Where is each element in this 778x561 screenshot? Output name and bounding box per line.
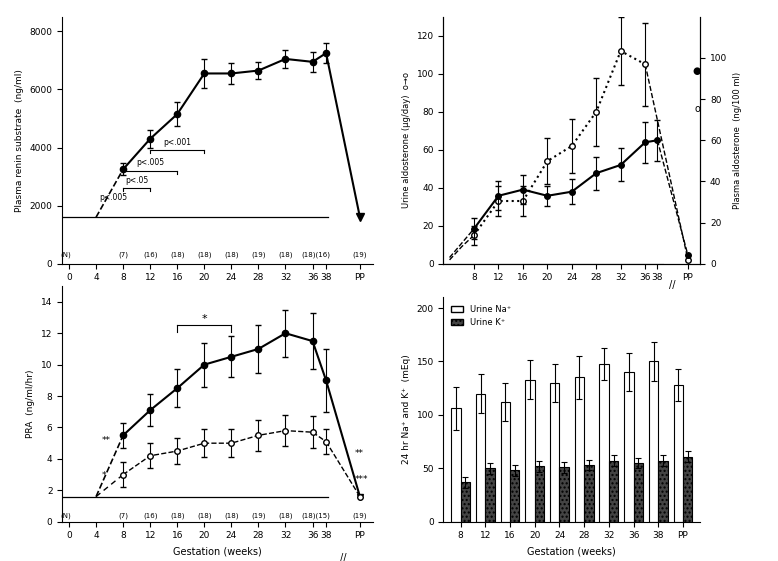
Bar [451, 408, 461, 522]
Text: (18): (18) [279, 512, 293, 518]
Text: *: * [102, 471, 107, 480]
Bar [501, 402, 510, 522]
Text: (18): (18) [197, 252, 212, 259]
Bar [600, 364, 609, 522]
Text: **: ** [102, 436, 110, 445]
Text: ***: *** [355, 476, 368, 485]
Y-axis label: Plasma renin substrate  (ng/ml): Plasma renin substrate (ng/ml) [15, 69, 24, 211]
Text: (16): (16) [143, 512, 157, 518]
Bar [674, 385, 683, 522]
Bar [584, 465, 594, 522]
Bar [510, 471, 520, 522]
Text: (18): (18) [279, 252, 293, 259]
Text: (7): (7) [118, 512, 128, 518]
Bar [485, 468, 495, 522]
Text: (16): (16) [143, 252, 157, 259]
Text: (N): (N) [60, 252, 71, 259]
Text: (18): (18) [170, 512, 184, 518]
Bar [624, 372, 633, 522]
Text: (7): (7) [118, 252, 128, 259]
Text: *: * [202, 314, 207, 324]
Text: //: // [340, 553, 346, 561]
Text: (18)(15): (18)(15) [302, 512, 331, 518]
Y-axis label: 24 hr Na⁺ and K⁺  (mEq): 24 hr Na⁺ and K⁺ (mEq) [402, 355, 411, 465]
Text: p<.001: p<.001 [163, 138, 191, 147]
Text: p<.005: p<.005 [136, 158, 164, 167]
Bar [559, 467, 569, 522]
Text: (18): (18) [197, 512, 212, 518]
Bar [649, 361, 658, 522]
Text: //: // [669, 280, 676, 291]
Legend: Urine Na⁺, Urine K⁺: Urine Na⁺, Urine K⁺ [447, 301, 515, 330]
Bar [658, 461, 668, 522]
Text: (19): (19) [352, 252, 367, 259]
Bar [550, 383, 559, 522]
Text: (18): (18) [224, 252, 239, 259]
Text: (18): (18) [224, 512, 239, 518]
Y-axis label: Urine aldosterone (μg/day)  o→o: Urine aldosterone (μg/day) o→o [402, 72, 411, 208]
Text: (18)(16): (18)(16) [301, 252, 331, 259]
Y-axis label: Plasma aldosterone  (ng/100 ml): Plasma aldosterone (ng/100 ml) [733, 72, 741, 209]
Text: p<.05: p<.05 [125, 176, 149, 185]
Bar [609, 461, 619, 522]
Bar [525, 380, 534, 522]
Bar [633, 463, 643, 522]
Text: (19): (19) [251, 252, 265, 259]
Text: //: // [340, 288, 346, 298]
Text: **: ** [355, 449, 363, 458]
X-axis label: Gestation (weeks): Gestation (weeks) [527, 546, 616, 556]
X-axis label: Gestation (weeks): Gestation (weeks) [173, 546, 262, 556]
Bar [476, 393, 485, 522]
Text: (N): (N) [60, 512, 71, 518]
Bar [683, 457, 692, 522]
Bar [534, 466, 544, 522]
Y-axis label: PRA  (ng/ml/hr): PRA (ng/ml/hr) [26, 370, 36, 438]
X-axis label: Gestation (weeks): Gestation (weeks) [173, 288, 262, 298]
Text: (19): (19) [352, 512, 367, 518]
Text: (19): (19) [251, 512, 265, 518]
Bar [461, 482, 470, 522]
Text: o: o [694, 104, 700, 114]
Text: ●: ● [693, 66, 702, 76]
Bar [575, 378, 584, 522]
Text: p<.005: p<.005 [100, 193, 128, 202]
Text: (18): (18) [170, 252, 184, 259]
